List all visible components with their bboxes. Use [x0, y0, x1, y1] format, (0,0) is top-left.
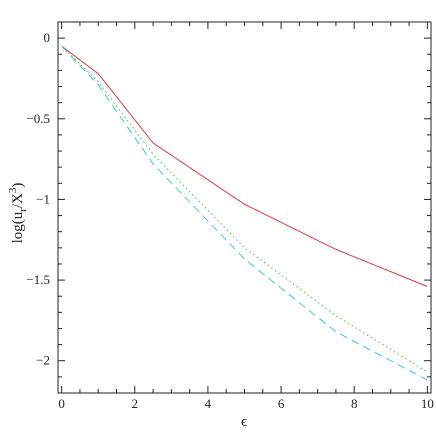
series-line-1 [61, 45, 428, 287]
y-axis-label-mid: /X [10, 193, 26, 208]
plot-frame [57, 21, 432, 394]
x-tick-label: 8 [351, 396, 358, 411]
y-axis-label-superscript: 3 [7, 187, 19, 193]
y-tick-label: −1.5 [26, 272, 50, 287]
y-tick-label: −0.5 [26, 111, 50, 126]
series-line-3 [61, 45, 428, 381]
y-axis-label-main: log(u [10, 211, 26, 243]
y-axis-label: log(ur/X3) [7, 183, 29, 244]
x-tick-label: 0 [58, 396, 65, 411]
y-axis-label-end: ) [10, 183, 26, 188]
plot-layer [61, 45, 428, 381]
y-tick-label: −2 [36, 353, 50, 368]
x-tick-label: 6 [278, 396, 285, 411]
x-tick-label: 2 [132, 396, 139, 411]
x-tick-label: 4 [205, 396, 212, 411]
y-tick-label: 0 [44, 30, 51, 45]
y-axis-label-subscript: r [17, 208, 29, 212]
x-axis-label: ϵ [241, 414, 247, 430]
series-line-2 [61, 45, 428, 373]
axes-layer: 0 2 4 6 8 10 0 −0.5 −1 −1.5 −2 [26, 21, 434, 411]
x-tick-label: 10 [421, 396, 434, 411]
y-tick-label: −1 [36, 191, 50, 206]
